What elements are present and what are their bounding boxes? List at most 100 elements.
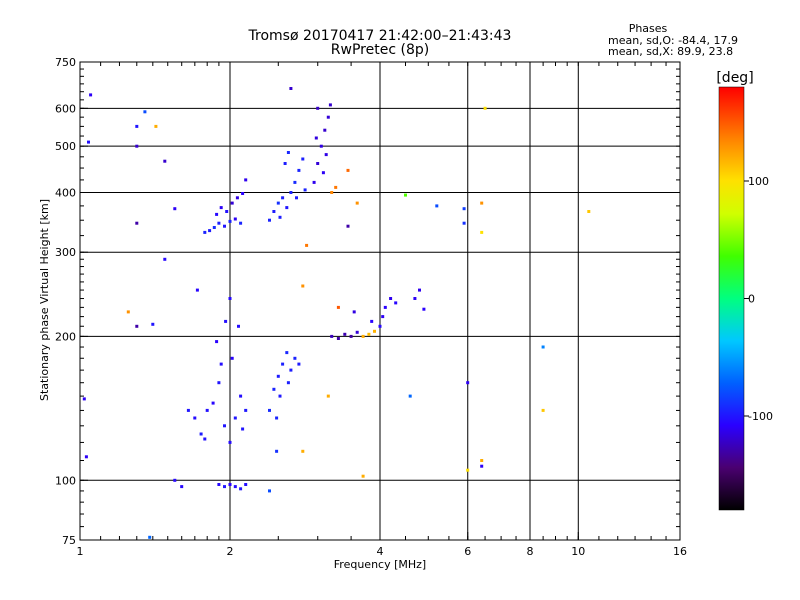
chart-subtitle: RwPretec (8p) [331,42,429,58]
x-tick-label: 1 [77,545,84,558]
data-point [163,159,167,163]
data-point [244,178,248,182]
data-point [283,162,287,165]
data-point [276,374,280,378]
data-point [301,284,305,288]
data-point [346,224,350,228]
data-point [219,206,223,210]
data-point [233,217,237,221]
colorbar-tick-label: 100 [748,175,769,188]
data-point [173,478,177,482]
y-tick-label: 500 [55,140,76,153]
data-point [148,535,152,539]
colorbar-tick-label: 0 [748,293,755,306]
data-point [211,401,215,405]
data-point [272,210,276,213]
data-point [334,185,338,189]
data-point [223,485,226,489]
data-point [297,168,301,172]
data-point [336,337,340,340]
data-points [82,87,591,539]
data-point [378,324,382,328]
data-point [293,180,297,184]
data-point [281,196,285,200]
data-point [316,106,320,110]
data-point [480,201,484,205]
data-point [413,297,417,300]
data-point [293,356,297,360]
data-point [466,468,470,472]
data-point [418,288,421,292]
data-point [435,204,439,208]
data-point [87,140,90,144]
data-point [349,334,353,338]
colorbar: [deg] 100 0 -100 [716,70,773,511]
data-point [278,215,282,219]
y-tick-label: 400 [55,186,76,199]
data-point [312,180,316,184]
data-point [321,171,325,175]
data-point [326,394,330,398]
data-point [480,459,484,462]
data-point [301,449,305,453]
x-tick-label: 8 [527,545,534,558]
data-point [483,106,487,110]
data-point [215,212,219,216]
y-tick-label: 200 [55,330,76,343]
stats-line-x: mean, sd,X: 89.9, 23.8 [608,45,733,58]
data-point [208,229,212,233]
data-point [241,192,245,195]
data-point [355,330,359,334]
y-tick-label: 75 [62,534,76,547]
data-point [217,221,221,225]
data-point [82,397,86,401]
data-point [230,356,234,360]
data-point [297,362,301,366]
data-point [404,193,407,197]
data-point [239,394,243,398]
data-point [223,424,226,428]
x-tick-label: 4 [377,545,384,558]
y-tick-label: 750 [55,56,76,69]
data-point [275,449,279,453]
x-tick-label: 6 [464,545,471,558]
data-point [286,151,290,154]
data-point [151,322,155,326]
data-point [228,483,232,486]
data-point [462,207,466,211]
data-point [225,210,229,213]
data-point [422,307,426,311]
x-tick-label: 2 [227,545,234,558]
data-point [244,408,248,412]
axes: 1 2 4 6 8 10 16 75 100 200 300 400 500 600 750 [55,56,687,558]
data-point [224,319,228,323]
data-point [244,483,248,486]
data-point [466,381,470,385]
plot-area [80,62,680,540]
data-point [239,487,243,491]
data-point [126,310,130,314]
data-point [289,368,293,372]
data-point [193,416,197,420]
data-point [212,226,216,229]
data-point [84,455,88,459]
data-point [203,230,207,234]
data-point [203,437,207,441]
data-point [361,474,365,478]
data-point [316,162,320,165]
data-point [217,483,221,486]
data-point [314,136,318,140]
data-point [275,416,279,420]
data-point [289,191,293,194]
data-point [462,221,466,225]
data-point [336,305,340,309]
data-point [352,310,356,314]
data-point [285,351,289,355]
data-point [241,427,245,431]
y-tick-label: 300 [55,246,76,259]
data-point [135,144,139,148]
data-point [319,144,323,148]
chart-title: Tromsø 20170417 21:42:00–21:43:43 [248,28,512,44]
data-point [235,196,239,200]
